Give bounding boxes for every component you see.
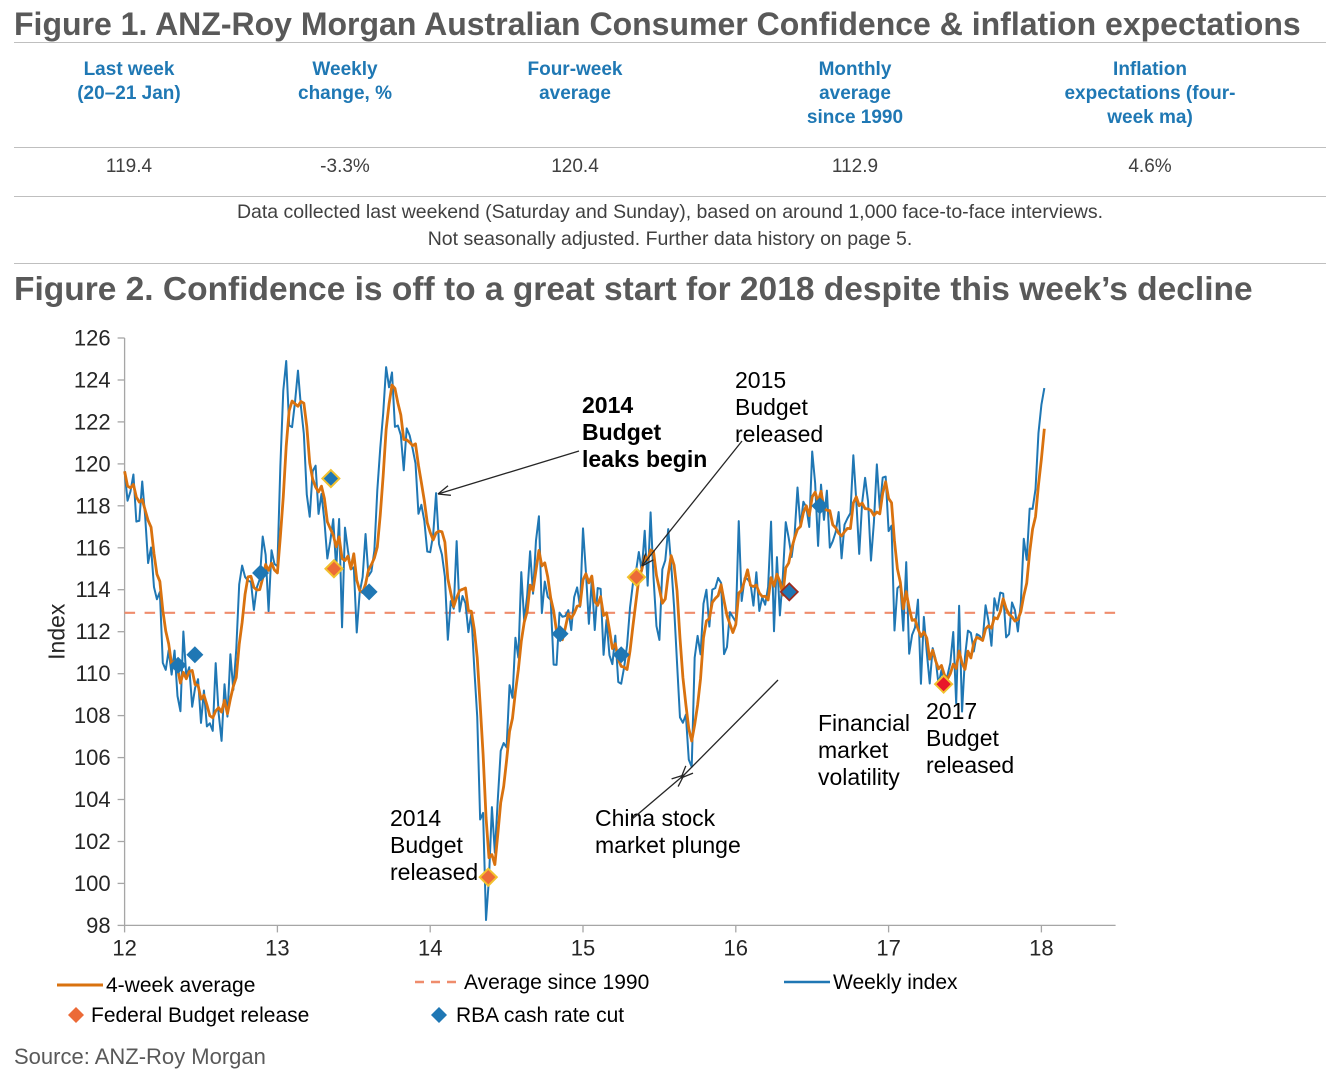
svg-text:RBA cash rate cut: RBA cash rate cut — [456, 1004, 624, 1027]
svg-text:Average since 1990: Average since 1990 — [464, 971, 649, 994]
svg-text:4-week average: 4-week average — [106, 974, 255, 997]
svg-text:Weekly index: Weekly index — [833, 971, 958, 994]
svg-text:Federal Budget release: Federal Budget release — [91, 1004, 309, 1027]
